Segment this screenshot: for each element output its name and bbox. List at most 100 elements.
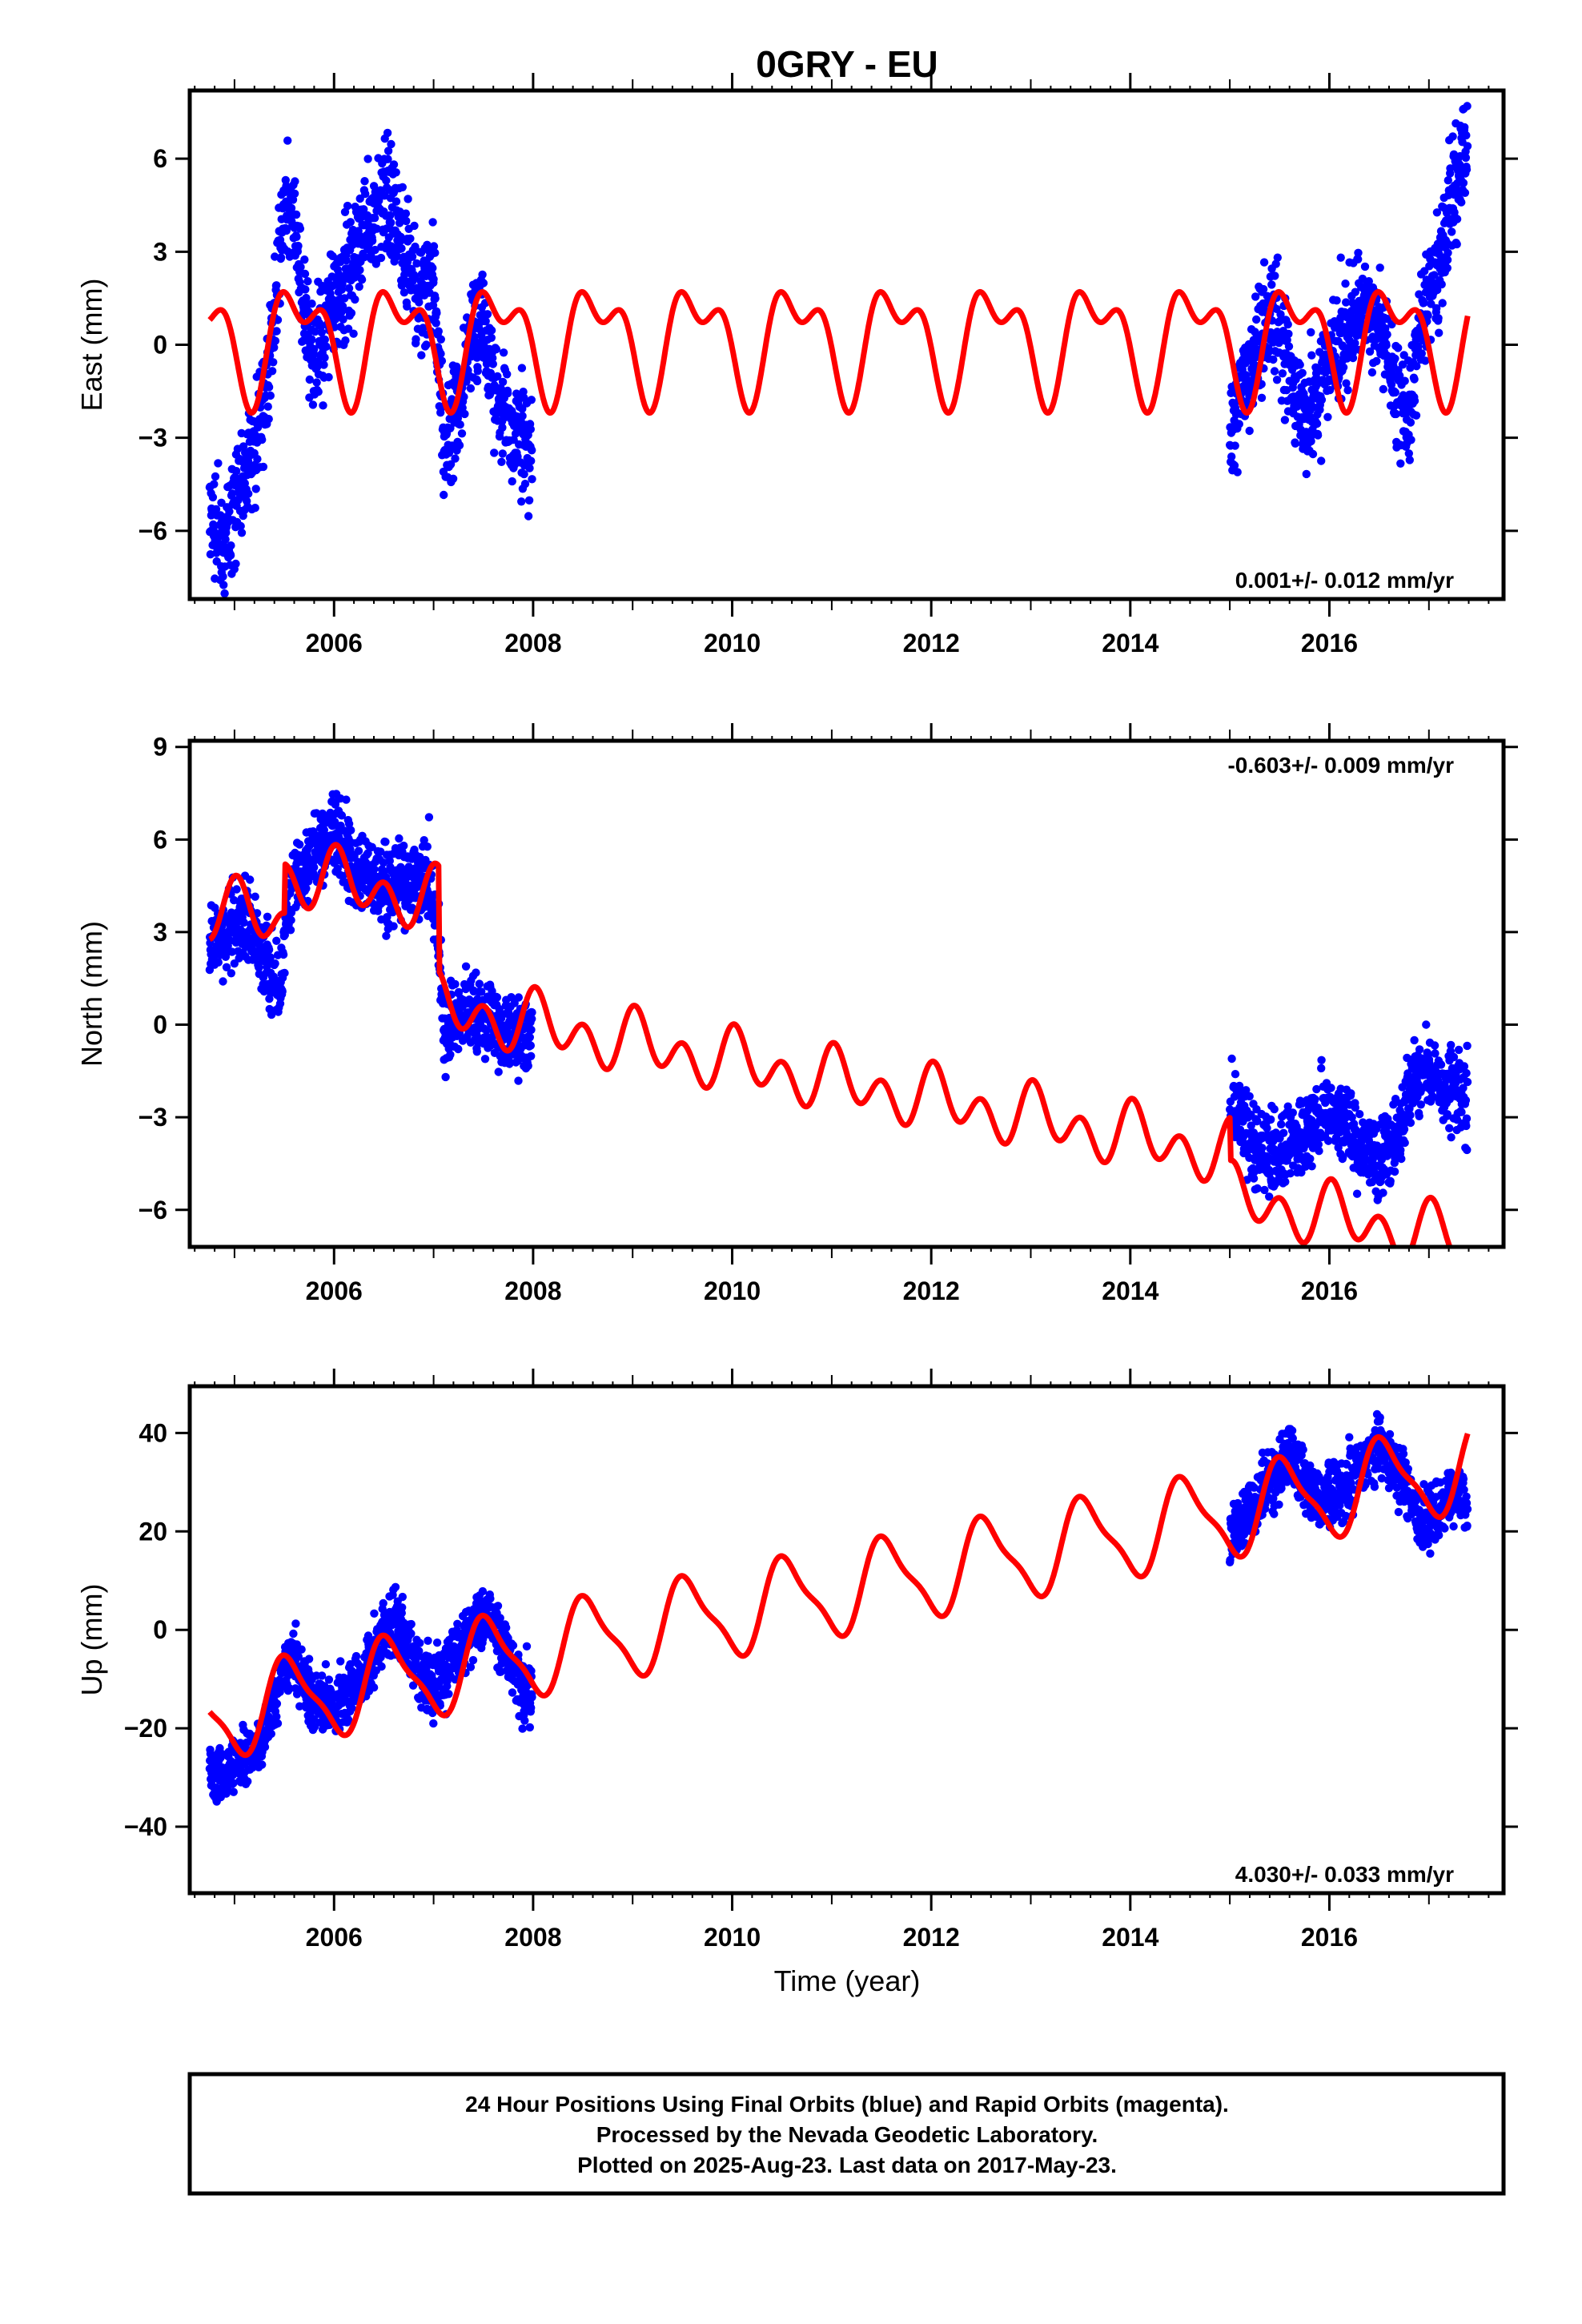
east-data-point: [322, 342, 331, 351]
north-data-point: [528, 1015, 536, 1023]
east-data-point: [404, 195, 412, 203]
east-data-point: [475, 324, 484, 333]
east-y-tick-label: 3: [153, 237, 167, 266]
up-data-point: [493, 1602, 503, 1610]
north-data-point: [278, 987, 287, 996]
east-y-tick-label: −6: [139, 517, 167, 545]
east-data-point: [1417, 349, 1427, 358]
north-data-point: [1231, 1070, 1240, 1079]
east-data-point: [1342, 298, 1351, 307]
east-y-tick-label: −3: [139, 424, 167, 452]
east-data-point: [343, 324, 353, 333]
east-data-point: [1272, 376, 1282, 384]
up-data-point: [468, 1655, 478, 1665]
east-data-point: [1419, 298, 1428, 308]
up-data-point: [243, 1777, 252, 1786]
north-data-point: [1301, 1162, 1310, 1172]
up-data-point: [416, 1638, 424, 1647]
up-data-point: [398, 1592, 407, 1602]
east-data-point: [483, 310, 492, 319]
up-data-point: [297, 1645, 306, 1654]
east-data-point: [223, 606, 231, 614]
east-x-tick-label: 2014: [1102, 629, 1158, 657]
east-data-point: [244, 489, 253, 498]
east-data-point: [283, 136, 292, 145]
east-data-point: [296, 263, 305, 271]
east-data-point: [320, 335, 329, 344]
east-data-point: [266, 391, 275, 400]
up-data-point: [407, 1619, 416, 1629]
east-data-point: [490, 448, 499, 457]
north-data-point: [527, 1051, 536, 1061]
east-data-point: [472, 376, 482, 386]
north-x-tick-label: 2012: [903, 1277, 960, 1305]
up-data-point: [379, 1598, 387, 1608]
east-x-ticks: [194, 73, 1490, 617]
up-data-point: [518, 1724, 527, 1733]
east-data-point: [518, 404, 527, 413]
up-data-point: [398, 1603, 407, 1612]
east-data-point: [1343, 386, 1352, 395]
north-data-point: [1352, 1189, 1362, 1198]
east-data-point: [1448, 132, 1457, 141]
east-data-point: [269, 358, 278, 367]
east-data-point: [440, 490, 448, 500]
east-data-point: [446, 460, 456, 468]
east-x-tick-label: 2006: [306, 629, 363, 657]
east-data-point: [1271, 259, 1280, 268]
north-data-point: [1270, 1104, 1279, 1114]
north-data-point: [1267, 1115, 1275, 1124]
east-data-point: [386, 211, 395, 220]
east-data-point: [363, 155, 372, 163]
east-data-point: [300, 255, 309, 264]
north-data-point: [342, 795, 351, 804]
east-data-point: [1230, 461, 1239, 470]
east-x-tick-label: 2016: [1301, 629, 1358, 657]
east-data-point: [1460, 188, 1470, 197]
east-data-point: [346, 218, 355, 227]
north-data-point: [461, 962, 471, 971]
north-data-point: [255, 963, 263, 972]
east-data-point: [340, 294, 349, 303]
up-data-point: [520, 1716, 529, 1725]
north-data-point: [222, 963, 231, 972]
north-data-point: [1400, 1138, 1409, 1148]
north-data-point: [1447, 1133, 1456, 1142]
east-data-point: [1443, 255, 1452, 264]
north-data-point: [1288, 1108, 1298, 1117]
east-data-point: [410, 221, 419, 231]
east-data-point: [520, 480, 530, 489]
north-data-point: [1463, 1041, 1472, 1051]
north-data-point: [488, 987, 496, 995]
east-data-point: [236, 521, 245, 531]
east-data-point: [1447, 227, 1456, 236]
north-data-point: [1454, 1045, 1464, 1055]
east-data-point: [1449, 150, 1459, 159]
east-data-point: [1270, 367, 1279, 376]
north-data-point: [1235, 1081, 1244, 1091]
east-data-point: [451, 454, 460, 463]
north-data-point: [287, 915, 295, 925]
east-data-point: [1245, 426, 1254, 436]
east-data-point: [389, 160, 399, 169]
east-data-point: [1302, 469, 1311, 479]
north-data-point: [1277, 1120, 1286, 1129]
north-data-point: [230, 895, 239, 905]
east-x-tick-label: 2012: [903, 629, 960, 657]
east-data-point: [497, 457, 506, 466]
east-data-point: [344, 283, 354, 293]
east-data-point: [272, 327, 281, 336]
north-data-point: [263, 912, 272, 922]
up-data-point: [528, 1693, 536, 1702]
east-data-point: [1264, 348, 1274, 356]
east-data-point: [429, 275, 438, 283]
east-data-point: [1463, 72, 1471, 80]
north-data-point: [279, 950, 288, 959]
east-data-point: [1284, 342, 1294, 351]
east-data-point: [259, 462, 268, 472]
north-y-tick-label: 9: [153, 733, 167, 762]
up-data-point: [391, 1582, 400, 1592]
east-x-tick-label: 2010: [704, 629, 761, 657]
